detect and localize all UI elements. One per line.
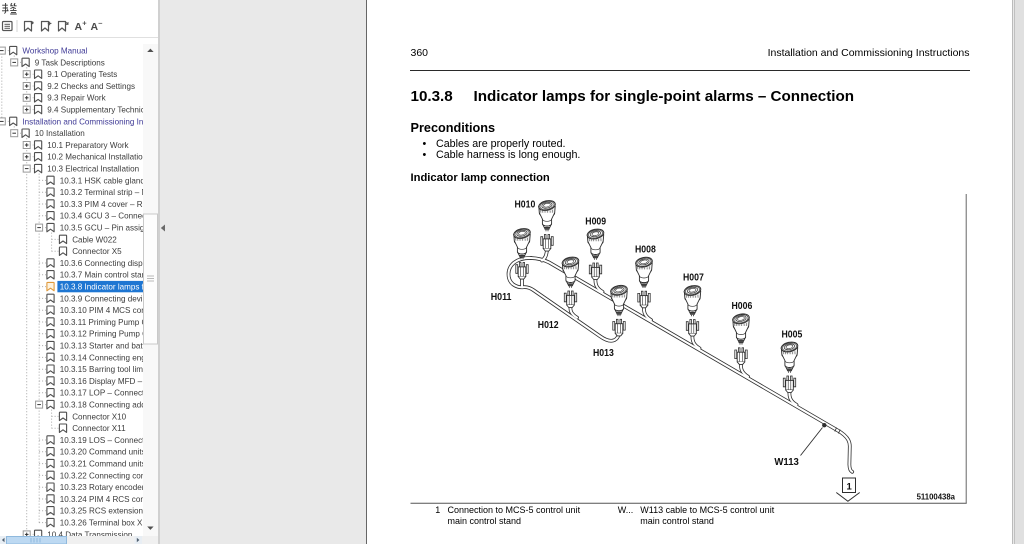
svg-text:10.3.6 Connecting displa: 10.3.6 Connecting displa [60,259,150,268]
svg-text:10.4 Data Transmission: 10.4 Data Transmission [47,530,132,539]
svg-text:10.3.18 Connecting add: 10.3.18 Connecting add [60,401,146,410]
svg-text:10.3.15 Barring tool limit: 10.3.15 Barring tool limit [60,365,148,374]
svg-text:1: 1 [847,482,853,493]
svg-text:10.3.5 GCU – Pin assign: 10.3.5 GCU – Pin assign [60,224,149,233]
svg-text:10.3.13 Starter and batt: 10.3.13 Starter and batt [60,342,146,351]
svg-text:10.3 Electrical Installation: 10.3 Electrical Installation [47,165,139,174]
svg-text:10.3.11 Priming Pump C: 10.3.11 Priming Pump C [60,318,148,327]
svg-text:A: A [91,21,99,33]
svg-text:10.3.23 Rotary encoder: 10.3.23 Rotary encoder [60,483,145,492]
svg-text:H013: H013 [593,348,614,359]
svg-text:H008: H008 [635,244,656,255]
svg-text:10.3.21 Command units: 10.3.21 Command units [60,460,146,469]
svg-text:10.3.4 GCU 3 – Connect: 10.3.4 GCU 3 – Connect [60,212,149,221]
svg-text:Cable W022: Cable W022 [72,235,117,244]
svg-text:H010: H010 [515,200,536,211]
svg-text:10.3.1 HSK cable gland: 10.3.1 HSK cable gland [60,176,145,185]
svg-text:H006: H006 [732,301,753,312]
svg-text:10.3.12 Priming Pump C: 10.3.12 Priming Pump C [60,330,148,339]
svg-text:H012: H012 [538,320,559,331]
svg-text:H011: H011 [491,292,512,303]
svg-text:Connector X11: Connector X11 [72,424,126,433]
svg-text:Workshop Manual: Workshop Manual [22,47,87,56]
svg-text:10.3.3 PIM 4 cover – Re: 10.3.3 PIM 4 cover – Re [60,200,148,209]
svg-text:10.3.20 Command units: 10.3.20 Command units [60,448,146,457]
svg-text:A: A [75,21,83,33]
svg-text:10.3.2 Terminal strip – M: 10.3.2 Terminal strip – M [60,188,149,197]
svg-text:10.3.16 Display MFD – C: 10.3.16 Display MFD – C [60,377,151,386]
svg-text:W113: W113 [774,457,799,468]
svg-text:Connector X10: Connector X10 [72,412,126,421]
svg-text:H009: H009 [585,216,606,227]
svg-text:10.3.25 RCS extension: 10.3.25 RCS extension [60,507,143,516]
svg-text:10.3.24 PIM 4 RCS cont: 10.3.24 PIM 4 RCS cont [60,495,148,504]
svg-text:10.3.9 Connecting devic: 10.3.9 Connecting devic [60,294,147,303]
svg-text:10.3.10 PIM 4 MCS conn: 10.3.10 PIM 4 MCS conn [60,306,150,315]
svg-text:9 Task Descriptions: 9 Task Descriptions [35,58,105,67]
svg-text:10.3.8 Indicator lamps f: 10.3.8 Indicator lamps f [60,283,145,292]
svg-text:10.3.17 LOP – Connecti: 10.3.17 LOP – Connecti [60,389,146,398]
svg-text:10.3.26 Terminal box X: 10.3.26 Terminal box X [60,519,143,528]
svg-text:9.3 Repair Work: 9.3 Repair Work [47,94,106,103]
svg-text:10.3.19 LOS – Connect: 10.3.19 LOS – Connect [60,436,145,445]
svg-text:10 Installation: 10 Installation [35,129,85,138]
svg-text:9.1 Operating Tests: 9.1 Operating Tests [47,70,117,79]
svg-text:Connector X5: Connector X5 [72,247,122,256]
svg-text:10.2 Mechanical Installation: 10.2 Mechanical Installation [47,153,147,162]
svg-text:9.4 Supplementary Technical: 9.4 Supplementary Technical [47,106,151,115]
svg-text:H007: H007 [683,273,704,284]
svg-text:51100438a: 51100438a [917,493,956,502]
svg-text:10.3.22 Connecting con: 10.3.22 Connecting con [60,471,146,480]
svg-text:10.3.14 Connecting eng: 10.3.14 Connecting eng [60,353,146,362]
svg-text:10.3.7 Main control stan: 10.3.7 Main control stan [60,271,146,280]
svg-text:10.1 Preparatory Work: 10.1 Preparatory Work [47,141,129,150]
svg-text:9.2 Checks and Settings: 9.2 Checks and Settings [47,82,135,91]
svg-text:+: + [82,19,87,28]
svg-text:H005: H005 [782,330,803,341]
svg-text:–: – [98,19,102,28]
svg-text:Installation and Commissioning: Installation and Commissioning Instru [22,117,157,126]
